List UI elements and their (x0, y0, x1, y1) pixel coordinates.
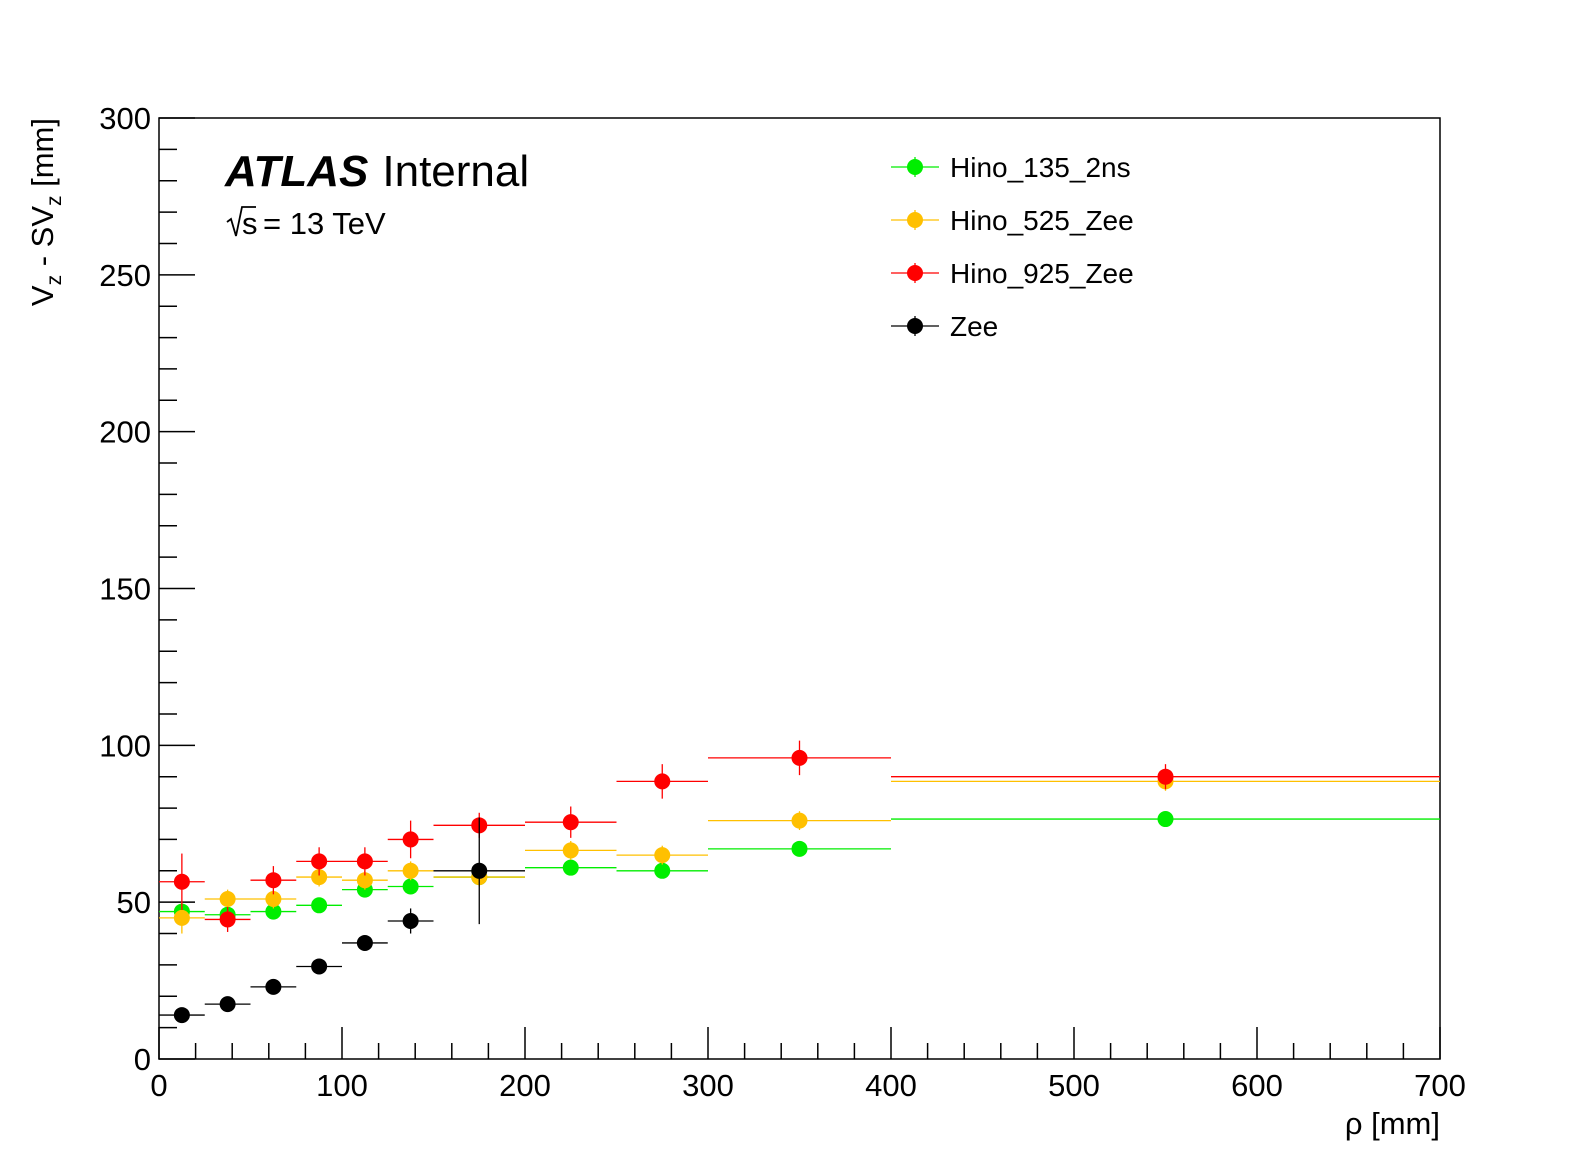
data-point (1157, 768, 1174, 785)
data-point (562, 859, 579, 876)
data-point (219, 996, 236, 1013)
data-point (173, 1007, 190, 1024)
data-point (356, 853, 373, 870)
data-point (173, 873, 190, 890)
y-tick-label: 0 (134, 1042, 151, 1077)
plot-frame (158, 117, 1441, 1060)
legend: Hino_135_2ns Hino_525_Zee Hino_925_Zee Zee (891, 152, 1134, 342)
x-axis-title: ρ [mm] (1345, 1106, 1440, 1141)
y-tick-label: 50 (117, 885, 151, 920)
data-point (311, 897, 328, 914)
energy-value: = 13 TeV (263, 206, 386, 241)
data-point (356, 872, 373, 889)
data-point (311, 958, 328, 975)
data-point (265, 978, 282, 995)
data-point (219, 891, 236, 908)
data-point (402, 831, 419, 848)
data-point (654, 862, 671, 879)
series-3 (159, 817, 525, 1024)
legend-entry: Zee (891, 311, 998, 342)
data-point (356, 934, 373, 951)
data-point (402, 912, 419, 929)
data-point (402, 878, 419, 895)
data-point (654, 773, 671, 790)
x-tick-label: 400 (865, 1068, 917, 1103)
legend-entry: Hino_525_Zee (891, 205, 1134, 236)
data-point (265, 872, 282, 889)
energy-label: s = 13 TeV (226, 206, 386, 241)
experiment-label: ATLAS (224, 147, 368, 196)
y-tick-label: 200 (99, 415, 151, 450)
series-2 (159, 740, 1440, 932)
y-axis-title-middle: - SV (25, 206, 60, 275)
x-tick-label: 200 (499, 1068, 551, 1103)
x-tick-label: 500 (1048, 1068, 1100, 1103)
y-axis-title-sub1: z (43, 275, 66, 286)
atlas-label: ATLAS Internal (224, 147, 529, 196)
data-point (471, 862, 488, 879)
data-series (159, 740, 1440, 1024)
x-tick-label: 600 (1231, 1068, 1283, 1103)
data-point (791, 812, 808, 829)
energy-symbol: s (242, 206, 258, 241)
y-axis-title: Vz - SVz [mm] (25, 118, 66, 306)
data-point (219, 911, 236, 928)
status-label: Internal (382, 147, 529, 196)
legend-label: Hino_135_2ns (950, 152, 1131, 183)
x-tick-label: 100 (316, 1068, 368, 1103)
data-point (791, 749, 808, 766)
y-tick-label: 300 (99, 101, 151, 136)
legend-label: Hino_925_Zee (950, 258, 1134, 289)
y-axis-title-prefix: V (25, 285, 60, 306)
data-point (311, 869, 328, 886)
x-tick-label: 700 (1414, 1068, 1466, 1103)
x-tick-label: 0 (150, 1068, 167, 1103)
data-point (311, 853, 328, 870)
y-tick-label: 250 (99, 258, 151, 293)
legend-marker (907, 212, 923, 228)
legend-marker (907, 159, 923, 175)
legend-label: Hino_525_Zee (950, 205, 1134, 236)
legend-entry: Hino_135_2ns (891, 152, 1131, 183)
data-point (265, 903, 282, 920)
sqrt-sign-icon (226, 206, 256, 237)
legend-label: Zee (950, 311, 998, 342)
axis-tick-labels: 0 100 200 300 400 500 600 700 0 50 100 150 200 250 300 (99, 101, 1466, 1103)
data-point (562, 814, 579, 831)
legend-entry: Hino_925_Zee (891, 258, 1134, 289)
y-tick-label: 150 (99, 572, 151, 607)
data-point (654, 847, 671, 864)
x-tick-label: 300 (682, 1068, 734, 1103)
y-tick-label: 100 (99, 728, 151, 763)
legend-marker (907, 318, 923, 334)
y-axis-title-suffix: [mm] (25, 118, 60, 196)
axis-ticks (158, 117, 1441, 1060)
data-point (173, 909, 190, 926)
data-point (791, 840, 808, 857)
y-axis-title-sub2: z (43, 196, 66, 207)
data-point (402, 862, 419, 879)
data-point (265, 891, 282, 908)
legend-marker (907, 265, 923, 281)
data-point (1157, 811, 1174, 828)
data-point (562, 842, 579, 859)
